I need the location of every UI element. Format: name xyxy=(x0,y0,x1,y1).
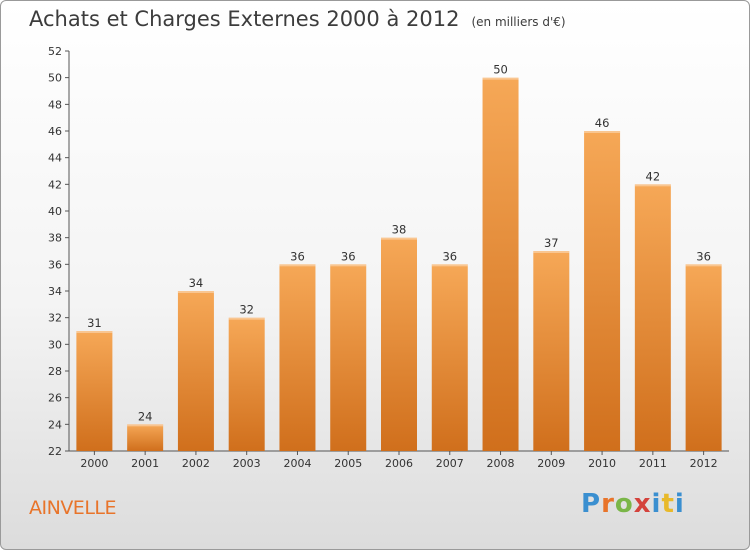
x-tick-label: 2002 xyxy=(182,457,210,470)
bar-highlight xyxy=(482,77,519,80)
y-tick-label: 34 xyxy=(48,285,62,298)
bar xyxy=(685,264,722,451)
logo-letter: i xyxy=(651,489,662,519)
logo-letter: o xyxy=(614,489,634,519)
bar xyxy=(482,77,519,452)
data-label: 36 xyxy=(341,249,356,263)
bar-highlight xyxy=(431,264,468,267)
data-label: 37 xyxy=(544,236,559,250)
data-label: 36 xyxy=(696,249,711,263)
bar-highlight xyxy=(634,184,671,187)
y-tick-label: 28 xyxy=(48,365,62,378)
logo-letter: r xyxy=(601,489,615,519)
bar xyxy=(76,331,113,451)
y-tick-label: 50 xyxy=(48,72,62,85)
y-tick-label: 44 xyxy=(48,152,62,165)
logo-letter: x xyxy=(633,489,652,519)
y-tick-label: 30 xyxy=(48,338,62,351)
logo-letter: P xyxy=(581,489,602,519)
data-label: 46 xyxy=(595,116,610,130)
x-tick-label: 2010 xyxy=(588,457,616,470)
x-tick-label: 2008 xyxy=(487,457,515,470)
bar xyxy=(127,424,164,451)
data-label: 42 xyxy=(646,169,661,183)
bar-highlight xyxy=(533,251,570,253)
data-label: 38 xyxy=(392,223,407,237)
bar xyxy=(634,184,671,452)
chart-title-row: Achats et Charges Externes 2000 à 2012 (e… xyxy=(29,7,566,31)
y-tick-label: 24 xyxy=(48,418,62,431)
data-label: 24 xyxy=(138,409,153,423)
x-tick-label: 2005 xyxy=(334,457,362,470)
logo-letter: t xyxy=(661,489,675,519)
bar-highlight xyxy=(685,264,722,267)
bar xyxy=(381,237,417,451)
x-tick-label: 2000 xyxy=(80,457,108,470)
y-tick-label: 40 xyxy=(48,205,62,218)
x-tick-label: 2003 xyxy=(233,457,261,470)
bar xyxy=(533,251,570,451)
bar-highlight xyxy=(76,331,113,333)
bar xyxy=(584,131,621,451)
chart-subtitle: (en milliers d'€) xyxy=(471,15,566,29)
data-label: 36 xyxy=(442,249,457,263)
bar-highlight xyxy=(584,131,621,133)
logo-letter: i xyxy=(674,489,685,519)
bar-highlight xyxy=(381,237,417,240)
bar-highlight xyxy=(279,264,316,267)
chart-title: Achats et Charges Externes 2000 à 2012 xyxy=(29,7,460,31)
x-tick-label: 2009 xyxy=(537,457,565,470)
x-tick-label: 2007 xyxy=(436,457,464,470)
data-label: 31 xyxy=(87,316,102,330)
y-tick-label: 48 xyxy=(48,98,62,111)
x-tick-label: 2012 xyxy=(690,457,718,470)
bar xyxy=(431,264,468,451)
x-tick-label: 2004 xyxy=(283,457,311,470)
proxiti-logo: Proxiti xyxy=(581,489,685,519)
x-tick-label: 2001 xyxy=(131,457,159,470)
x-tick-label: 2011 xyxy=(639,457,667,470)
y-tick-label: 36 xyxy=(48,258,62,271)
bar-highlight xyxy=(127,424,164,427)
bar xyxy=(177,291,214,451)
y-tick-label: 32 xyxy=(48,312,62,325)
data-label: 34 xyxy=(189,276,204,290)
bar xyxy=(279,264,316,451)
data-label: 50 xyxy=(493,63,508,77)
bar-highlight xyxy=(177,291,214,293)
y-tick-label: 42 xyxy=(48,178,62,191)
commune-name: AINVELLE xyxy=(29,497,117,519)
data-label: 32 xyxy=(239,303,254,317)
bar xyxy=(228,317,265,451)
y-tick-label: 52 xyxy=(48,45,62,58)
data-label: 36 xyxy=(290,249,305,263)
y-tick-label: 26 xyxy=(48,392,62,405)
bar xyxy=(330,264,367,451)
y-tick-label: 46 xyxy=(48,125,62,138)
bar-highlight xyxy=(330,264,367,267)
y-tick-label: 38 xyxy=(48,232,62,245)
y-tick-label: 22 xyxy=(48,445,62,458)
bar-highlight xyxy=(228,317,265,320)
x-tick-label: 2006 xyxy=(385,457,413,470)
